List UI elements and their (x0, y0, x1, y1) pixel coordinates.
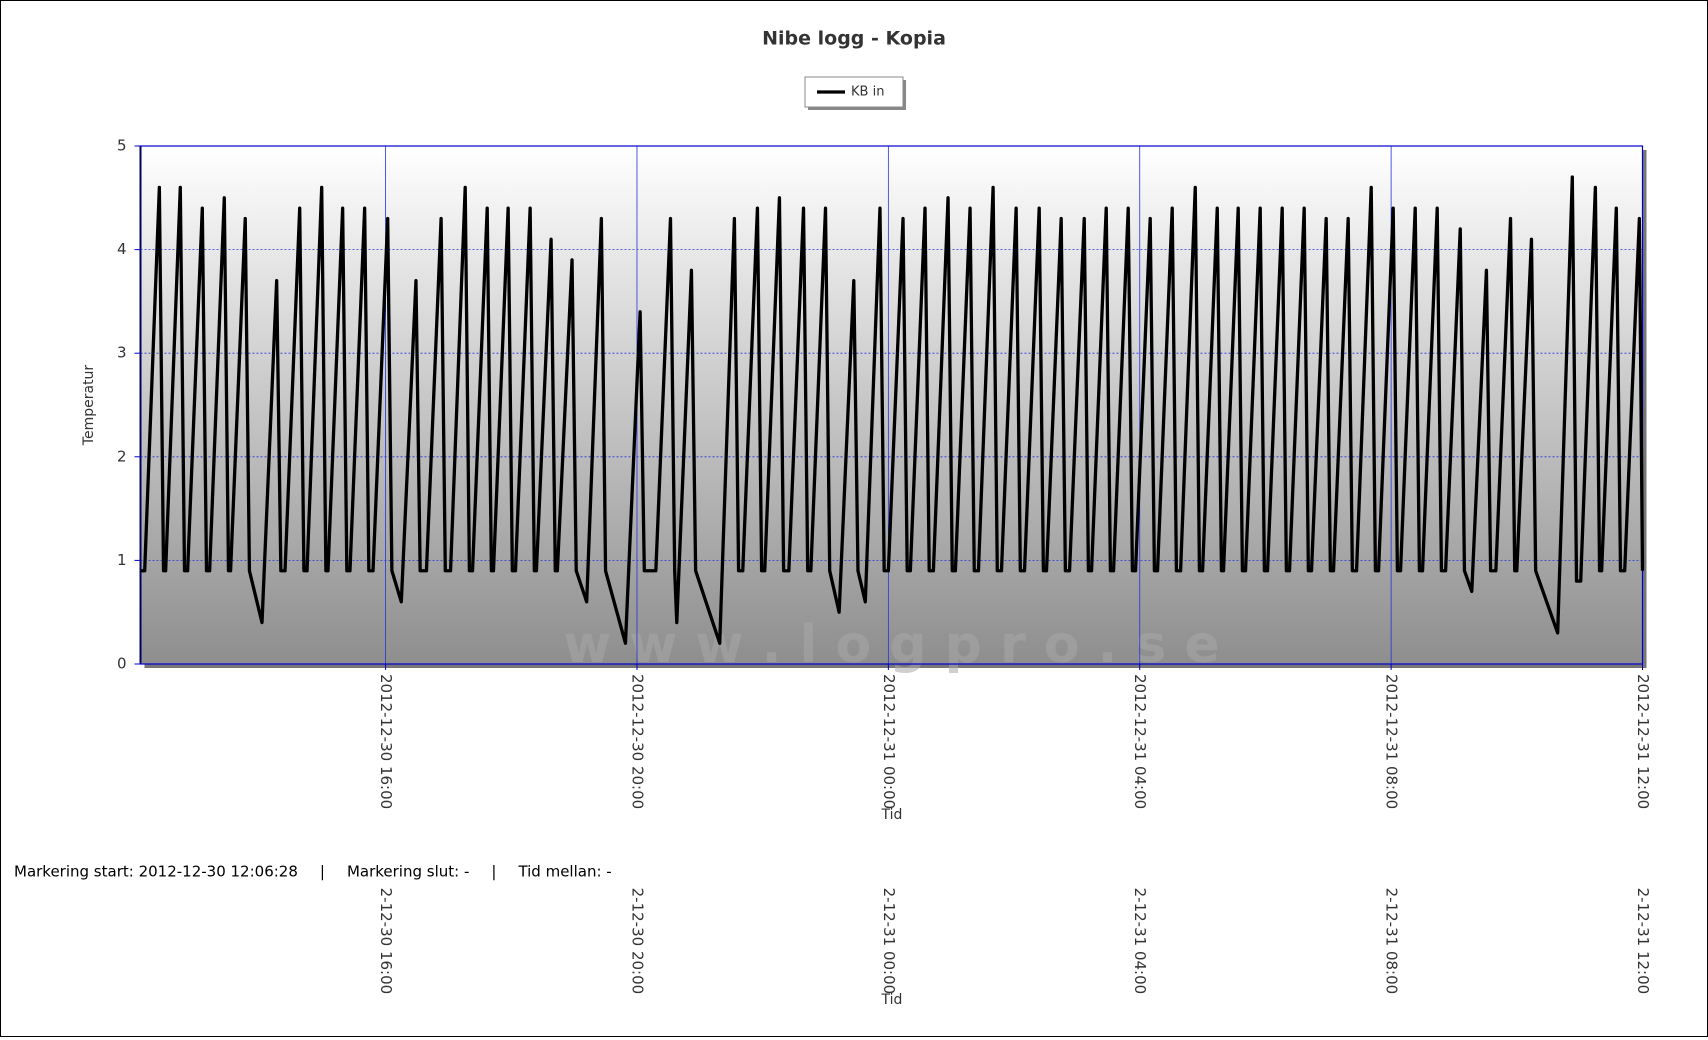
ghost-x-tick-label: 2012-12-30 16:00 (377, 859, 395, 994)
ghost-x-tick-label: 2012-12-31 04:00 (1131, 859, 1149, 994)
legend-label: KB in (851, 85, 884, 100)
watermark: w w w . l o g p r o . s e (563, 615, 1219, 675)
x-axis-label: Tid (881, 807, 903, 823)
ghost-x-axis-label: Tid (881, 992, 903, 1008)
series-line (140, 175, 1645, 645)
x-tick-label: 2012-12-31 04:00 (1131, 674, 1149, 809)
y-tick-label: 2 (117, 447, 127, 465)
y-tick-label: 4 (117, 240, 127, 258)
status-separator: | (491, 863, 496, 881)
x-tick-label: 2012-12-30 16:00 (377, 674, 395, 809)
ghost-x-tick-label: 2012-12-31 00:00 (880, 859, 898, 994)
status-item: Markering slut: - (347, 863, 469, 881)
y-tick-label: 0 (117, 655, 127, 673)
x-tick-label: 2012-12-31 08:00 (1383, 674, 1401, 809)
y-tick-label: 1 (117, 551, 127, 569)
status-separator: | (320, 863, 325, 881)
legend: KB in (804, 76, 906, 110)
x-tick-label: 2012-12-30 20:00 (628, 674, 646, 809)
ghost-axis: Tid 2012-12-30 16:00 2012-12-30 20:00 2012… (377, 859, 1652, 1008)
x-tick-label: 2012-12-31 12:00 (1634, 674, 1652, 809)
ghost-x-tick-label: 2012-12-31 08:00 (1383, 859, 1401, 994)
y-tick-label: 3 (117, 344, 127, 362)
status-item: Tid mellan: - (517, 863, 611, 881)
status-item: Markering start: 2012-12-30 12:06:28 (14, 863, 298, 881)
ghost-x-tick-label: 2012-12-30 20:00 (628, 859, 646, 994)
ghost-x-tick-label: 2012-12-31 12:00 (1634, 859, 1652, 994)
chart-title: Nibe logg - Kopia (762, 28, 946, 50)
y-axis-label: Temperatur (81, 365, 97, 447)
status-bar: Markering start: 2012-12-30 12:06:28 | Mar… (14, 863, 612, 881)
x-tick-label: 2012-12-31 00:00 (880, 674, 898, 809)
y-tick-label: 5 (117, 137, 127, 155)
plot-area: w w w . l o g p r o . s e (139, 145, 1647, 675)
